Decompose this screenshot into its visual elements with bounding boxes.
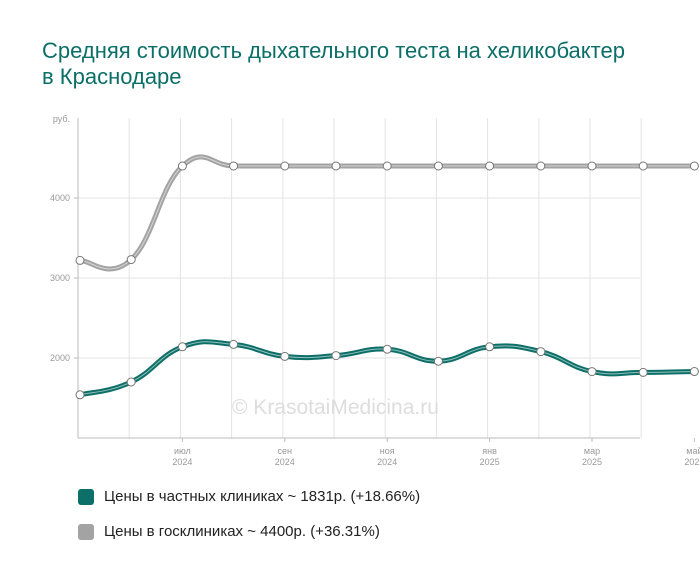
y-tick-label: 4000 [50,193,70,203]
data-point [587,161,597,171]
series-line-highlight [79,156,695,270]
x-tick-label-month: июл [174,446,191,456]
data-point [433,161,443,171]
data-point [126,377,136,387]
y-axis-unit-label: руб. [53,114,70,124]
data-point [433,356,443,366]
data-point [75,390,85,400]
x-tick-label-year: 2024 [172,457,192,467]
grid [78,118,642,438]
data-point [331,161,341,171]
x-tick-label-year: 2024 [377,457,397,467]
data-point [638,161,648,171]
y-tick-label: 2000 [50,353,70,363]
data-point [689,367,699,377]
data-point [280,161,290,171]
data-point [177,342,187,352]
x-tick-label-year: 2025 [480,457,500,467]
data-point [75,255,85,265]
data-point [536,161,546,171]
data-point [331,351,341,361]
legend-label-public: Цены в госклиниках ~ 4400р. (+36.31%) [104,523,380,540]
data-point [382,161,392,171]
x-tick-label-month: мар [584,446,600,456]
legend-label-private: Цены в частных клиниках ~ 1831р. (+18.66… [104,488,421,505]
data-point [587,367,597,377]
series-group [75,154,699,400]
x-tick-label-month: май [686,446,700,456]
legend-swatch-private [78,489,94,505]
series-public [75,154,699,272]
data-point [229,161,239,171]
x-tick-label-year: 2024 [275,457,295,467]
axes: руб.200030004000июл2024сен2024ноя2024янв… [50,114,700,467]
data-point [485,342,495,352]
series-line [77,154,697,272]
x-tick-label-month: янв [482,446,497,456]
y-tick-label: 3000 [50,273,70,283]
data-point [229,339,239,349]
data-point [638,367,648,377]
watermark: © KrasotaiMedicina.ru [232,396,439,419]
data-point [485,161,495,171]
data-point [382,344,392,354]
chart-title: Средняя стоимость дыхательного теста на … [42,38,625,89]
data-point [126,255,136,265]
data-point [536,347,546,357]
series-private [75,339,699,400]
x-tick-label-year: 2025 [582,457,602,467]
legend-swatch-public [78,524,94,540]
data-point [280,351,290,361]
data-point [689,161,699,171]
data-point [177,161,187,171]
x-tick-label-year: 2025 [684,457,700,467]
x-tick-label-month: сен [278,446,293,456]
x-tick-label-month: ноя [380,446,395,456]
